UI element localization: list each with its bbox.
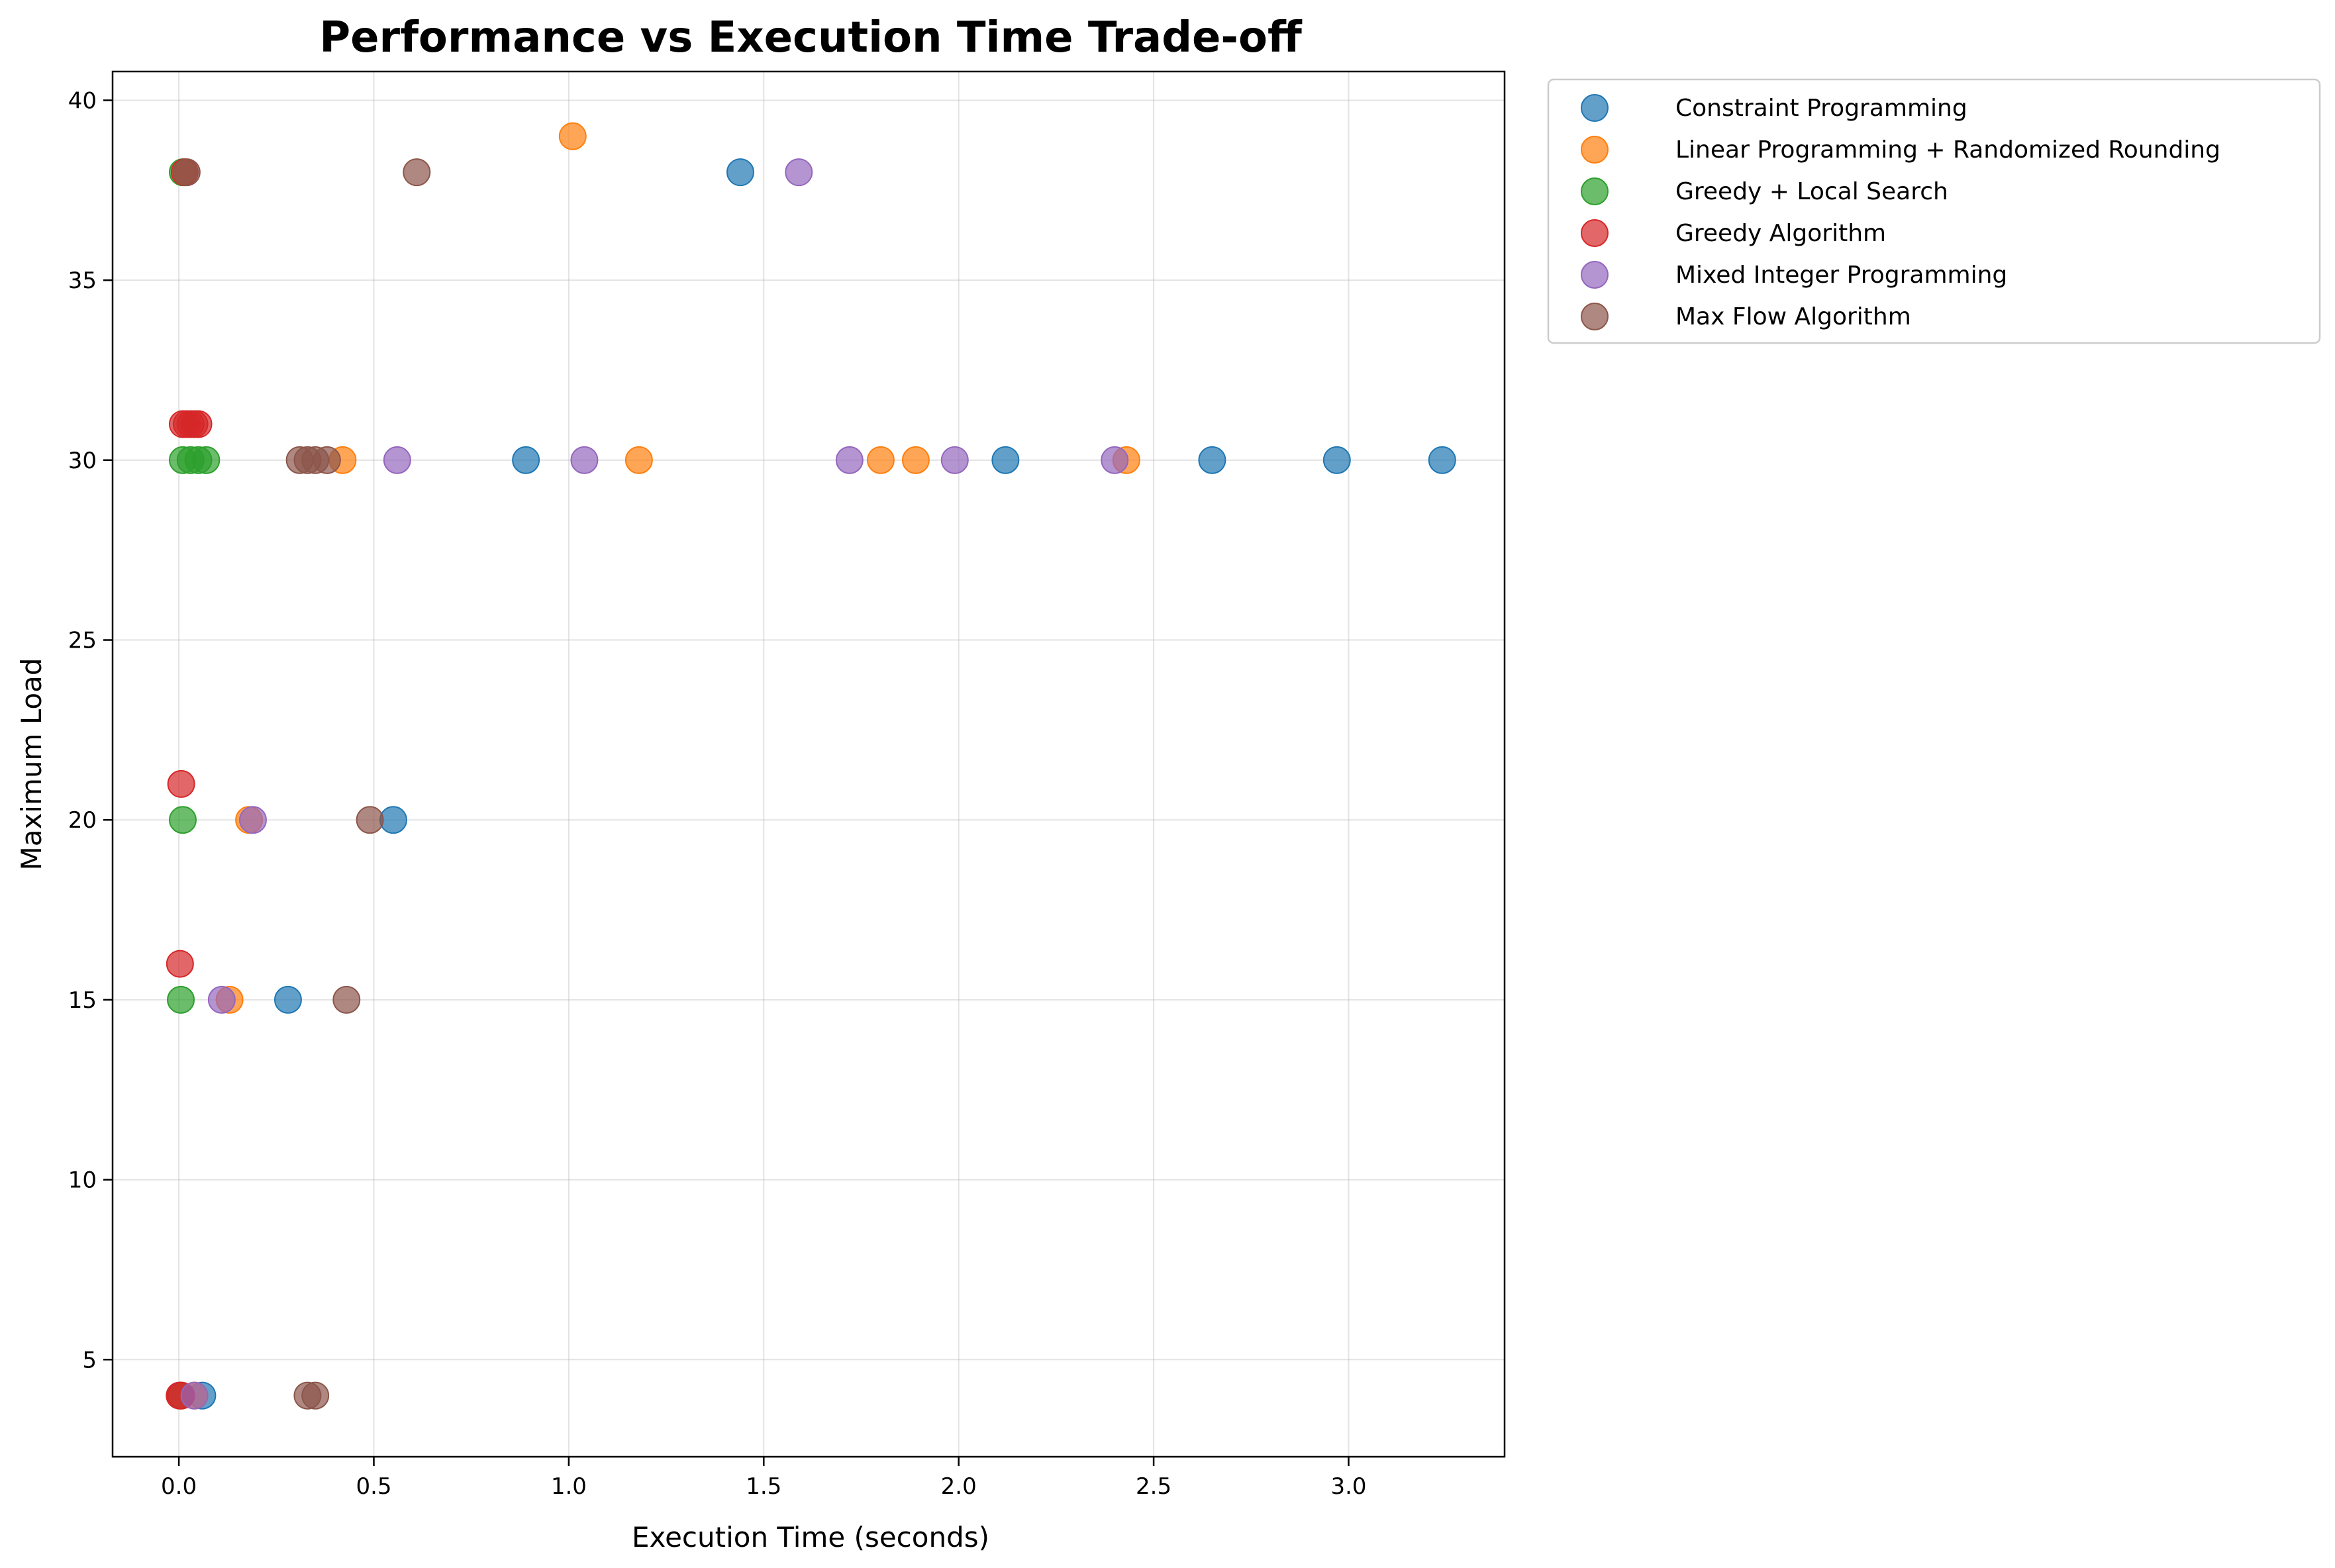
- data-point: [558, 122, 587, 150]
- data-point: [356, 806, 384, 834]
- data-point: [835, 446, 864, 474]
- legend-label: Max Flow Algorithm: [1675, 303, 1911, 330]
- y-axis-label: Maximum Load: [15, 658, 48, 870]
- legend-marker: [1581, 261, 1609, 289]
- data-point: [570, 446, 599, 474]
- legend-label: Mixed Integer Programming: [1675, 262, 2007, 289]
- data-point: [192, 446, 221, 474]
- y-tick-label: 25: [68, 628, 97, 654]
- legend-label: Linear Programming + Randomized Rounding: [1675, 136, 2220, 164]
- grid-lines: [113, 72, 1505, 1457]
- data-point: [301, 1381, 330, 1410]
- x-axis-ticks: 0.0 0.5 1.0 1.5 2.0 2.5 3.0: [161, 1457, 1367, 1500]
- x-tick-label: 2.0: [941, 1473, 977, 1500]
- legend-marker: [1581, 177, 1609, 205]
- data-point: [624, 446, 653, 474]
- legend: Constraint Programming Linear Programming…: [1547, 78, 2321, 344]
- data-point: [172, 158, 201, 187]
- y-tick-label: 15: [68, 987, 97, 1014]
- data-point: [512, 446, 540, 474]
- legend-marker: [1581, 303, 1609, 330]
- data-point: [901, 446, 930, 474]
- data-point: [167, 985, 195, 1014]
- data-point: [273, 985, 302, 1014]
- y-tick-label: 20: [68, 807, 97, 834]
- y-tick-label: 5: [82, 1347, 97, 1373]
- data-point: [238, 806, 267, 834]
- y-tick-label: 30: [68, 448, 97, 474]
- data-point: [991, 446, 1020, 474]
- x-tick-label: 3.0: [1330, 1473, 1366, 1500]
- y-tick-label: 35: [68, 268, 97, 294]
- data-point: [1198, 446, 1226, 474]
- data-point: [207, 985, 236, 1014]
- data-point: [1101, 446, 1129, 474]
- x-tick-label: 1.5: [746, 1473, 781, 1500]
- data-point: [184, 410, 213, 438]
- x-axis-label: Execution Time (seconds): [632, 1521, 989, 1553]
- data-point: [313, 446, 341, 474]
- y-tick-label: 40: [68, 87, 97, 114]
- x-tick-label: 0.0: [161, 1473, 197, 1500]
- data-point: [167, 769, 195, 798]
- data-points: [166, 122, 1456, 1410]
- data-point: [866, 446, 895, 474]
- data-point: [403, 158, 431, 187]
- data-point: [726, 158, 754, 187]
- legend-label: Greedy Algorithm: [1675, 220, 1886, 247]
- data-point: [168, 806, 197, 834]
- x-tick-label: 0.5: [356, 1473, 391, 1500]
- data-point: [1428, 446, 1456, 474]
- legend-marker: [1581, 94, 1609, 122]
- y-tick-label: 10: [68, 1167, 97, 1194]
- data-point: [1322, 446, 1351, 474]
- legend-marker: [1581, 219, 1609, 247]
- data-point: [379, 806, 407, 834]
- chart-title: Performance vs Execution Time Trade-off: [319, 13, 1303, 62]
- data-point: [383, 446, 411, 474]
- data-point: [785, 158, 813, 187]
- legend-marker: [1581, 136, 1609, 164]
- data-point: [166, 950, 194, 978]
- x-tick-label: 1.0: [551, 1473, 587, 1500]
- x-tick-label: 2.5: [1136, 1473, 1171, 1500]
- legend-frame: [1547, 78, 2321, 344]
- y-axis-ticks: 5 10 15 20 25 30 35 40: [68, 87, 113, 1373]
- legend-label: Constraint Programming: [1675, 95, 1967, 122]
- plot-frame: [111, 70, 1506, 1458]
- data-point: [940, 446, 969, 474]
- data-point: [332, 985, 361, 1014]
- legend-label: Greedy + Local Search: [1675, 178, 1948, 205]
- data-point: [180, 1381, 209, 1410]
